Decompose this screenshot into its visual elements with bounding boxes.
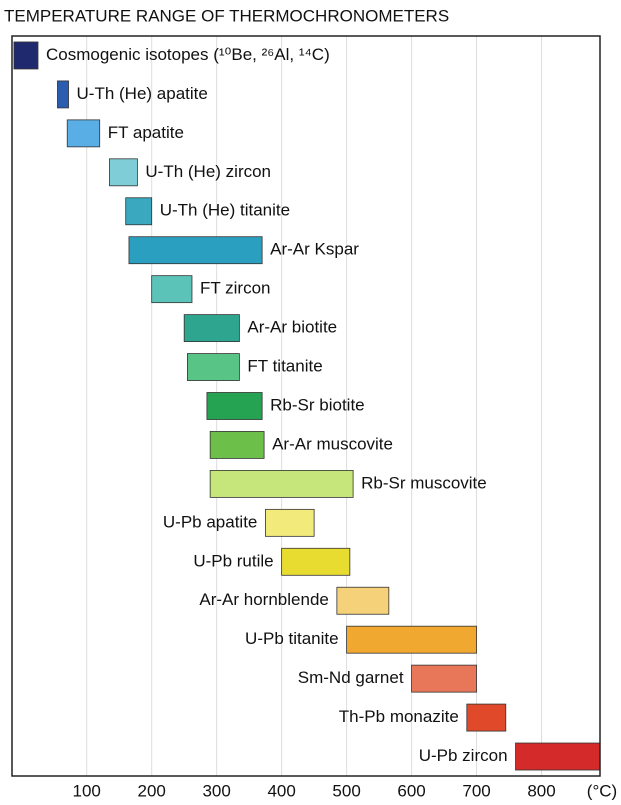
range-bar [411, 664, 477, 693]
range-bar [264, 508, 315, 537]
bar-label: U-Th (He) titanite [160, 201, 290, 220]
bar-label: FT titanite [247, 357, 322, 376]
x-tick-label: 500 [332, 781, 360, 800]
range-bar [466, 703, 507, 732]
range-bar [209, 469, 354, 498]
bar-label: Th-Pb monazite [339, 707, 459, 726]
range-bar [13, 41, 39, 70]
bar-label: Cosmogenic isotopes (¹⁰Be, ²⁶Al, ¹⁴C) [46, 45, 330, 64]
range-bar [125, 197, 153, 226]
x-tick-label: 800 [527, 781, 555, 800]
range-bar [336, 586, 390, 615]
x-tick-label: 600 [397, 781, 425, 800]
range-bar [281, 547, 351, 576]
range-bar [187, 353, 240, 381]
bar-label: Ar-Ar Kspar [270, 240, 359, 259]
range-bar [128, 236, 263, 265]
range-bar [183, 314, 240, 343]
bar-label: U-Pb zircon [419, 746, 508, 765]
bar-label: U-Pb rutile [193, 551, 273, 570]
bar-label: Rb-Sr biotite [270, 395, 364, 414]
x-tick-label: 100 [73, 781, 101, 800]
bar-label: U-Pb titanite [245, 629, 339, 648]
range-bar [346, 625, 477, 654]
bar-label: FT zircon [200, 279, 271, 298]
x-tick-label: 200 [138, 781, 166, 800]
bar-label: Rb-Sr muscovite [361, 473, 487, 492]
range-bar [151, 275, 193, 304]
range-bar [57, 80, 69, 109]
bar-label: Ar-Ar biotite [247, 318, 337, 337]
range-bar [209, 431, 265, 459]
bar-label: U-Th (He) zircon [145, 162, 271, 181]
bar-label: U-Th (He) apatite [77, 84, 208, 103]
bar-label: FT apatite [108, 123, 184, 142]
plot-frame [11, 35, 601, 777]
x-tick-label: 300 [202, 781, 230, 800]
range-bar [206, 392, 263, 420]
bar-label: Sm-Nd garnet [298, 668, 404, 687]
x-tick-label: 700 [462, 781, 490, 800]
range-bar [109, 158, 138, 187]
bar-label: Ar-Ar muscovite [272, 434, 393, 453]
x-tick-label: 400 [267, 781, 295, 800]
bar-label: Ar-Ar hornblende [199, 590, 328, 609]
range-bar [515, 742, 601, 771]
chart-title: TEMPERATURE RANGE OF THERMOCHRONOMETERS [4, 6, 449, 25]
x-axis-label: (°C) [587, 781, 617, 800]
bar-label: U-Pb apatite [163, 512, 258, 531]
range-bar [66, 119, 101, 148]
